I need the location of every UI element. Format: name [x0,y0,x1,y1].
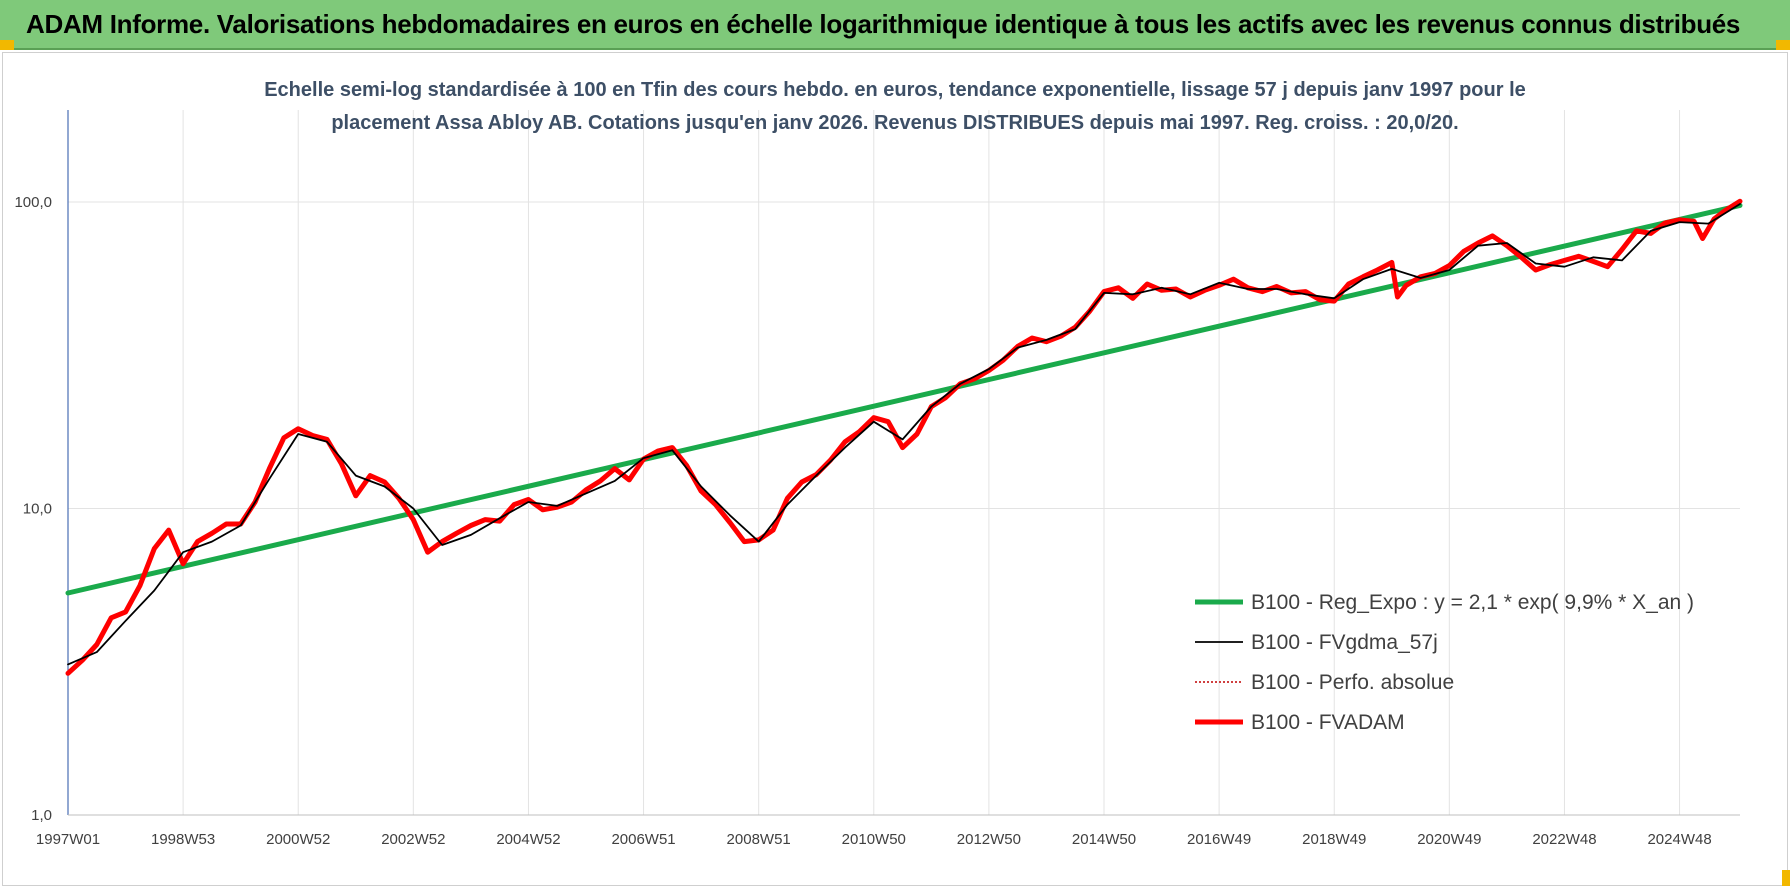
series-line-3 [65,198,1743,676]
x-tick-label: 2000W52 [266,831,330,848]
bottom-right-corner-marker [1782,870,1790,886]
series-layer [65,198,1743,676]
axis-layer [67,110,1740,816]
grid-layer [68,110,1740,815]
y-tick-label: 1,0 [31,807,52,824]
legend-label: B100 - Reg_Expo : y = 2,1 * exp( 9,9% * … [1251,591,1694,614]
legend-label: B100 - FVgdma_57j [1251,631,1438,654]
x-tick-label: 2004W52 [496,831,560,848]
x-tick-label: 1997W01 [36,831,100,848]
banner-title: ADAM Informe. Valorisations hebdomadaire… [26,9,1741,39]
x-tick-label: 2022W48 [1532,831,1596,848]
series-line-1 [67,203,1741,666]
x-tick-label: 2024W48 [1647,831,1711,848]
legend-label: B100 - Perfo. absolue [1251,671,1454,694]
y-tick-label: 10,0 [23,501,52,518]
x-tick-label: 2010W50 [842,831,906,848]
x-tick-label: 2002W52 [381,831,445,848]
left-corner-marker [0,40,14,50]
series-line-0 [65,202,1743,596]
x-tick-label: 2006W51 [611,831,675,848]
right-corner-marker [1776,40,1790,50]
x-tick-label: 2012W50 [957,831,1021,848]
legend: B100 - Reg_Expo : y = 2,1 * exp( 9,9% * … [1195,591,1694,734]
x-tick-label: 2016W49 [1187,831,1251,848]
x-tick-label: 2018W49 [1302,831,1366,848]
x-tick-label: 2020W49 [1417,831,1481,848]
x-tick-label: 2014W50 [1072,831,1136,848]
chart-title-line-1: Echelle semi-log standardisée à 100 en T… [264,79,1526,101]
x-tick-label: 1998W53 [151,831,215,848]
chart-frame [2,52,1788,886]
tick-labels: 1997W01 1998W53 2000W52 2002W52 2004W52 2006W… [14,194,1711,848]
y-tick-label: 100,0 [14,194,52,211]
title-banner: ADAM Informe. Valorisations hebdomadaire… [0,0,1790,50]
legend-label: B100 - FVADAM [1251,711,1405,734]
chart-title-line-2: placement Assa Abloy AB. Cotations jusqu… [331,112,1458,134]
x-tick-label: 2008W51 [727,831,791,848]
